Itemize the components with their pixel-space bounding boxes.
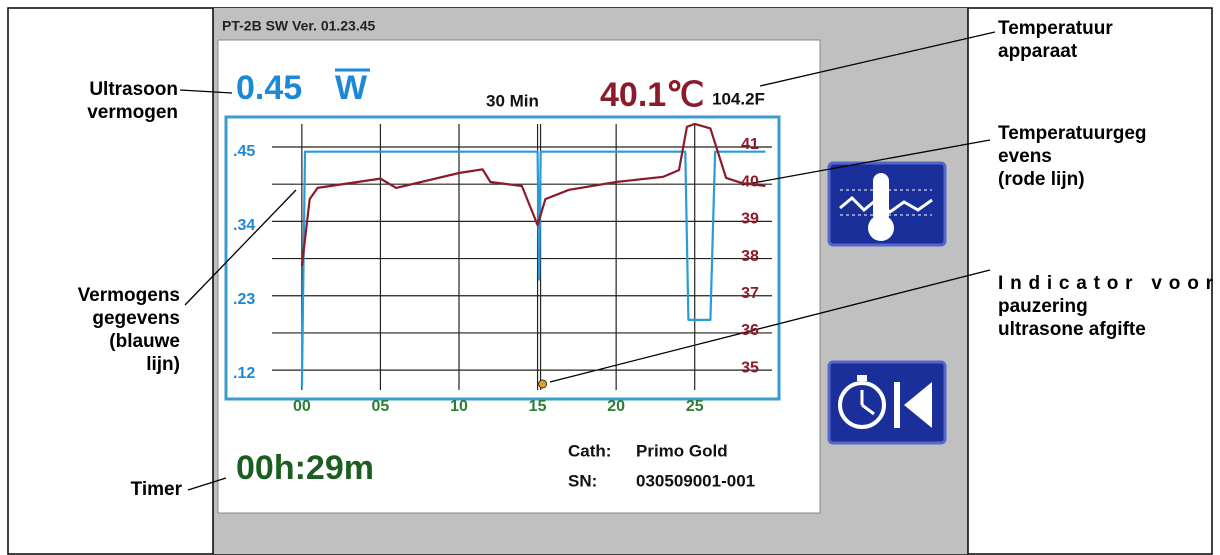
icon-hand xyxy=(861,403,875,416)
temperature-f: 104.2F xyxy=(712,89,765,108)
annotation: Temperatuurgeg xyxy=(998,123,1147,144)
annotation: (rode lijn) xyxy=(998,169,1085,190)
leader-line xyxy=(187,477,227,491)
x-tick-label: 15 xyxy=(529,398,547,415)
temperature-button[interactable] xyxy=(827,161,947,247)
y-tick-label: .34 xyxy=(233,217,255,234)
annotation: Timer xyxy=(131,479,183,500)
icon-crown xyxy=(857,375,867,381)
annotation: ultrasone afgifte xyxy=(998,319,1146,340)
leader-line xyxy=(759,31,996,87)
temperature-c: 40.1℃ xyxy=(600,76,704,114)
y2-tick-label: 40 xyxy=(741,173,759,190)
x-tick-label: 20 xyxy=(607,398,625,415)
cath: Primo Gold xyxy=(636,441,728,460)
pause-marker xyxy=(538,379,548,389)
version: PT-2B SW Ver. 01.23.45 xyxy=(222,18,376,34)
annotation: Indicator voor xyxy=(998,273,1214,294)
x-tick-label: 00 xyxy=(293,398,311,415)
duration: 30 Min xyxy=(486,91,539,110)
cath-label: Cath: xyxy=(568,441,611,460)
annotation: apparaat xyxy=(998,41,1078,62)
icon-bulb xyxy=(868,215,894,241)
y-tick-label: .12 xyxy=(233,365,255,382)
annotation: pauzering xyxy=(998,296,1088,317)
annotation: (blauwe xyxy=(109,331,180,352)
y2-tick-label: 38 xyxy=(741,248,759,265)
power-value: 0.45 xyxy=(236,69,302,107)
timer-button[interactable] xyxy=(827,360,947,445)
annotation: Vermogens xyxy=(78,285,180,306)
icon-arrow xyxy=(904,382,932,428)
sn: 030509001-001 xyxy=(636,471,755,490)
leader-line xyxy=(184,189,297,306)
x-tick-label: 25 xyxy=(686,398,704,415)
annotation: evens xyxy=(998,146,1052,167)
y-tick-label: .45 xyxy=(233,143,255,160)
x-tick-label: 05 xyxy=(372,398,390,415)
sn-label: SN: xyxy=(568,471,597,490)
annotation: Ultrasoon xyxy=(89,79,178,100)
y2-tick-label: 41 xyxy=(741,136,759,153)
leader-lines xyxy=(179,31,996,491)
icon-clock xyxy=(838,381,886,429)
icon-bar xyxy=(894,382,900,428)
icon-thermometer xyxy=(873,173,889,223)
annotation: Temperatuur xyxy=(998,18,1113,39)
leader-line xyxy=(179,89,233,94)
y2-tick-label: 36 xyxy=(741,322,759,339)
plot: 00 05 10 15 20 25 41 40 39 38 37 36 35 .45 .34 .23 .12 xyxy=(233,122,772,415)
x-tick-label: 10 xyxy=(450,398,468,415)
annotation: vermogen xyxy=(87,102,178,123)
timer: 00h:29m xyxy=(236,449,374,487)
annotation: lijn) xyxy=(146,354,180,375)
y2-tick-label: 39 xyxy=(741,211,759,228)
y-tick-label: .23 xyxy=(233,291,255,308)
annotation: gegevens xyxy=(92,308,180,329)
leader-line xyxy=(549,269,991,383)
data-line xyxy=(300,122,766,267)
y2-tick-label: 37 xyxy=(741,285,759,302)
data-line xyxy=(300,150,766,388)
power-unit: W xyxy=(335,69,368,107)
leader-line xyxy=(741,139,991,186)
y2-tick-label: 35 xyxy=(741,359,759,376)
